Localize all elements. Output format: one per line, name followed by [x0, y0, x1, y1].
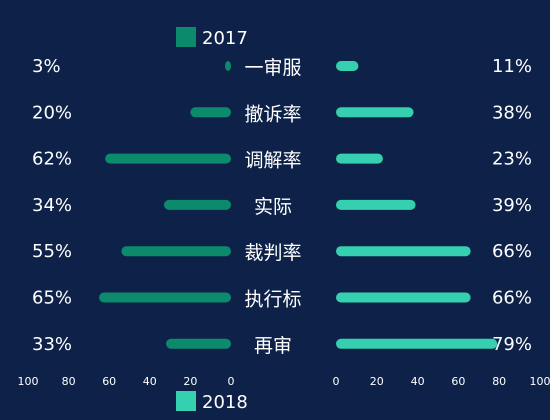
- chart-row: 65% 66% 执行标: [32, 288, 532, 311]
- x-tick-label-left: 0: [228, 375, 235, 388]
- x-tick-label-left: 20: [183, 375, 197, 388]
- category-label: 执行标: [244, 289, 301, 311]
- legend-swatch-2018: [176, 391, 196, 411]
- bar-2017: [190, 107, 231, 118]
- data-label-2018: 66%: [492, 241, 532, 262]
- bar-2017: [225, 61, 231, 71]
- category-label: 调解率: [244, 150, 301, 172]
- chart-row: 62% 23% 调解率: [32, 149, 532, 172]
- data-label-2017: 55%: [32, 241, 72, 262]
- data-label-2018: 23%: [492, 149, 532, 170]
- x-tick-label-right: 20: [370, 375, 384, 388]
- x-tick-label-right: 80: [492, 375, 506, 388]
- bar-2018: [336, 153, 383, 164]
- chart-row: 55% 66% 裁判率: [32, 241, 532, 264]
- x-tick-label-left: 60: [102, 375, 116, 388]
- chart-row: 34% 39% 实际: [32, 195, 532, 218]
- bar-2018: [336, 338, 498, 349]
- bar-2018: [336, 107, 414, 118]
- data-label-2017: 65%: [32, 288, 72, 309]
- category-label: 裁判率: [244, 242, 301, 264]
- x-tick-label-left: 80: [62, 375, 76, 388]
- data-label-2017: 62%: [32, 149, 72, 170]
- x-tick-label-right: 40: [411, 375, 425, 388]
- data-label-2018: 39%: [492, 195, 532, 216]
- bar-2018: [336, 61, 359, 71]
- category-label: 实际: [254, 196, 292, 218]
- data-label-2017: 34%: [32, 195, 72, 216]
- bar-2018: [336, 246, 471, 257]
- bar-2017: [105, 153, 231, 164]
- chart-row: 20% 38% 撤诉率: [32, 102, 532, 125]
- data-label-2017: 3%: [32, 56, 61, 77]
- x-tick-label-right: 100: [530, 375, 550, 388]
- x-tick-label-left: 100: [18, 375, 39, 388]
- bar-2017: [166, 338, 231, 349]
- x-tick-label-left: 40: [143, 375, 157, 388]
- legend-2017[interactable]: 2017: [176, 27, 248, 49]
- bar-2018: [336, 292, 471, 303]
- bar-2017: [99, 292, 231, 303]
- data-label-2017: 33%: [32, 334, 72, 355]
- chart-row: 33% 79% 再审: [32, 334, 532, 357]
- data-label-2018: 66%: [492, 288, 532, 309]
- bar-2017: [121, 246, 231, 257]
- data-label-2017: 20%: [32, 102, 72, 123]
- category-label: 撤诉率: [244, 103, 301, 125]
- chart-row: 3% 11% 一审服: [32, 56, 532, 79]
- x-tick-label-right: 0: [333, 375, 340, 388]
- bar-2018: [336, 199, 416, 210]
- legend-label-2017: 2017: [202, 28, 248, 49]
- legend-label-2018: 2018: [202, 392, 248, 413]
- data-label-2018: 38%: [492, 102, 532, 123]
- data-label-2018: 79%: [492, 334, 532, 355]
- bar-2017: [164, 199, 231, 210]
- category-label: 再审: [254, 335, 292, 357]
- data-label-2018: 11%: [492, 56, 532, 77]
- legend-2018[interactable]: 2018: [176, 391, 248, 413]
- legend-swatch-2017: [176, 27, 196, 47]
- category-label: 一审服: [244, 57, 301, 79]
- x-tick-label-right: 60: [451, 375, 465, 388]
